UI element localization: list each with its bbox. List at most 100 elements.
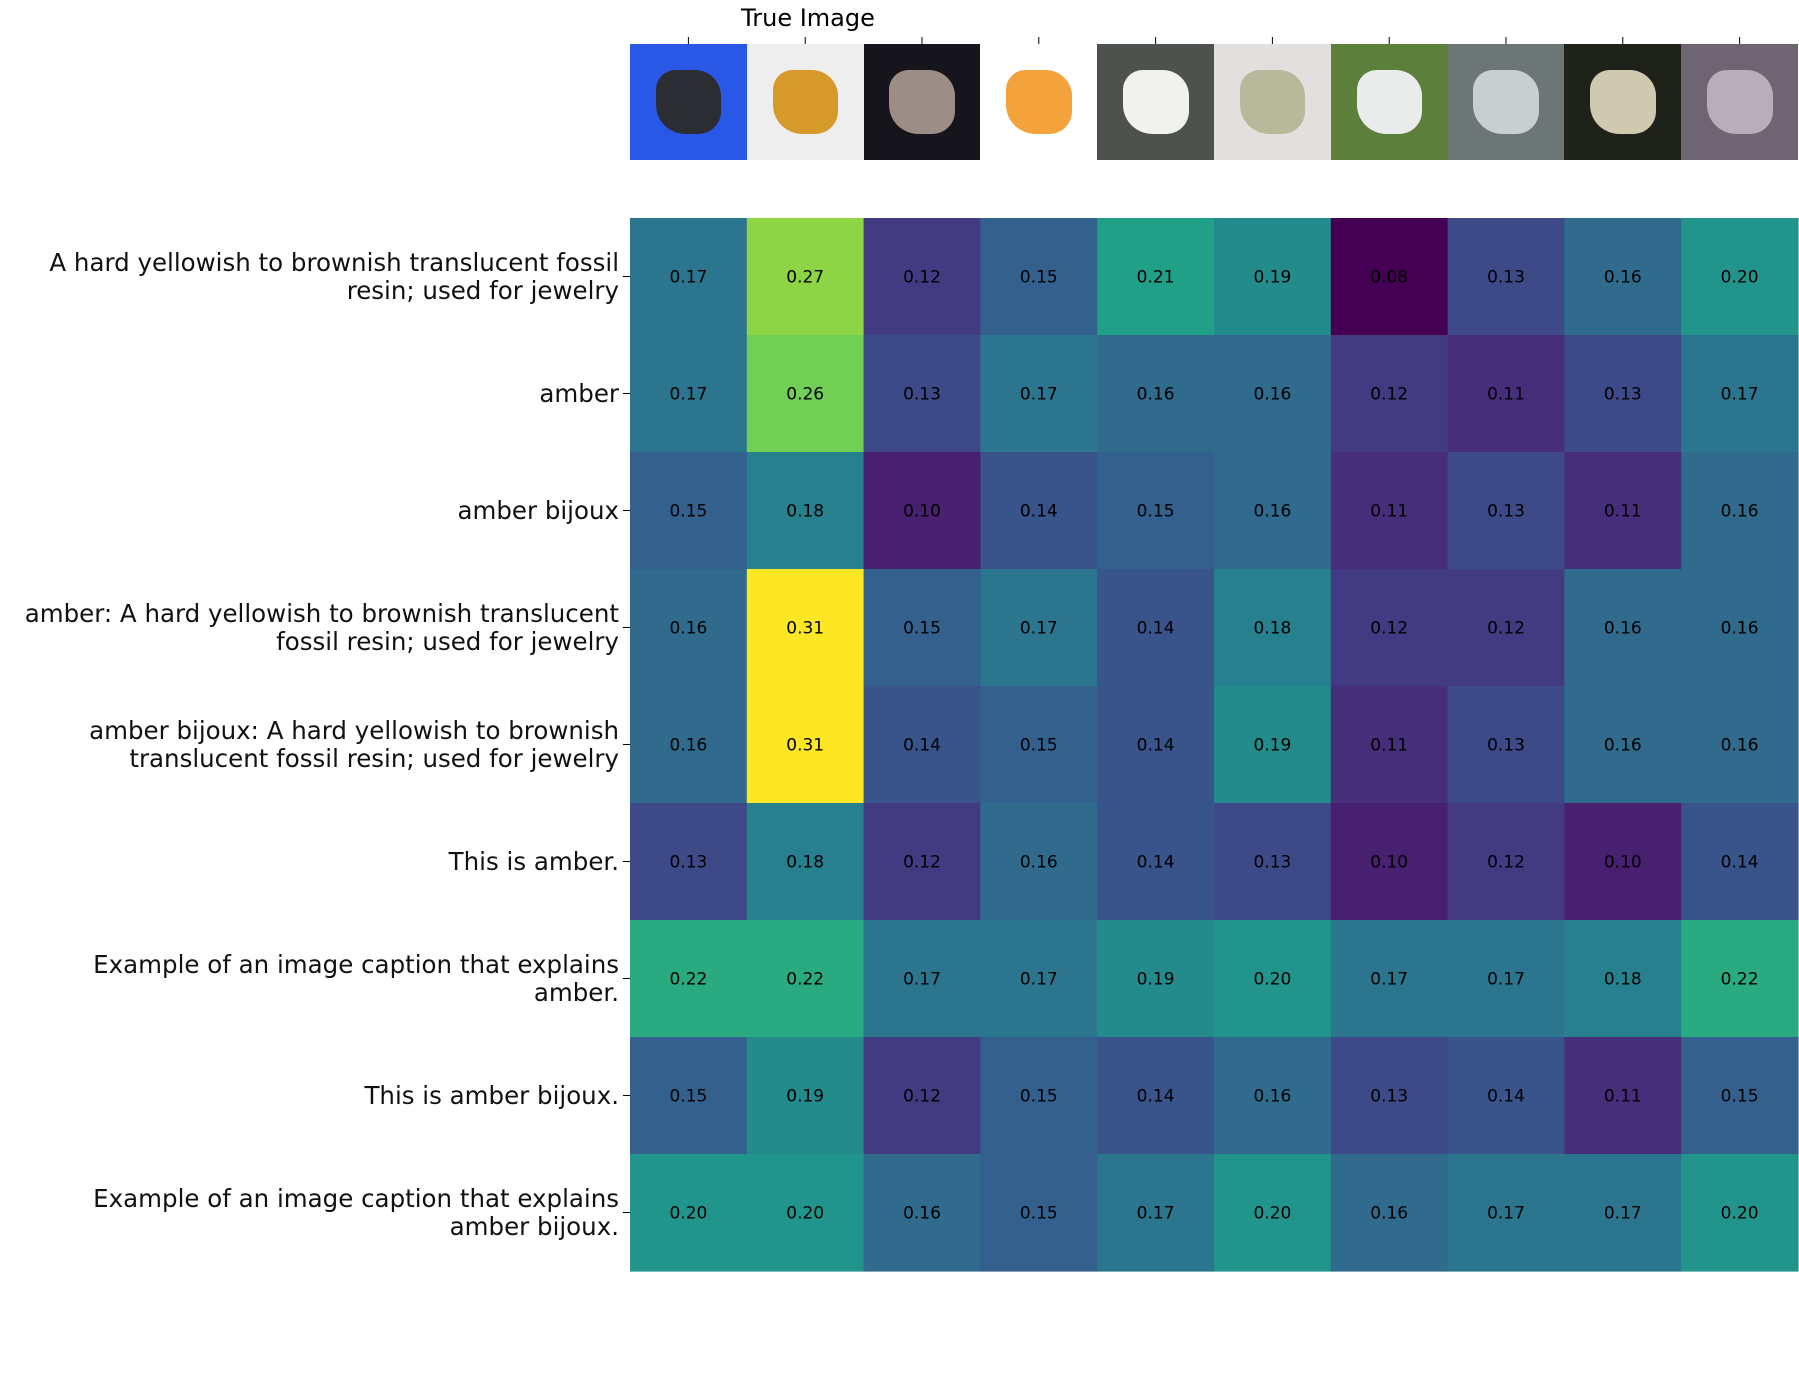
heatmap-cell — [630, 1037, 748, 1155]
row-label-line: This is amber. — [448, 846, 619, 876]
cell-value-label: 0.11 — [1604, 502, 1642, 522]
cell-value-label: 0.15 — [1020, 1087, 1058, 1107]
heatmap-cell — [863, 1037, 981, 1155]
carved-stone-tablet-icon — [1590, 69, 1656, 135]
heatmap-cell — [630, 803, 748, 921]
heatmap-cell — [1097, 1154, 1215, 1272]
heatmap-cell — [1564, 803, 1682, 921]
carved-stone-tablet-thumbnail — [1564, 44, 1682, 160]
cell-value-label: 0.16 — [669, 736, 707, 756]
cell-value-label: 0.15 — [669, 1087, 707, 1107]
heatmap-cell — [630, 1154, 748, 1272]
cell-value-label: 0.17 — [1020, 970, 1058, 990]
cell-value-label: 0.31 — [786, 619, 824, 639]
cell-value-label: 0.12 — [1370, 619, 1408, 639]
heatmap-cell — [746, 803, 865, 921]
heatmap-cell — [746, 686, 865, 804]
heatmap-cell — [1097, 218, 1215, 336]
heatmap-cell — [863, 452, 981, 570]
cell-value-label: 0.20 — [1721, 268, 1759, 288]
heatmap-cell — [1681, 920, 1799, 1038]
cell-value-label: 0.13 — [1604, 385, 1642, 405]
cell-value-label: 0.16 — [1137, 385, 1175, 405]
cell-value-label: 0.22 — [1721, 970, 1759, 990]
cell-value-label: 0.10 — [903, 502, 941, 522]
chart-title: True Image — [741, 4, 875, 32]
heatmap-cell — [630, 335, 748, 453]
heatmap-cell — [1330, 335, 1449, 453]
cell-value-label: 0.12 — [903, 853, 941, 873]
cell-value-label: 0.17 — [1370, 970, 1408, 990]
heatmap-cell — [980, 452, 1098, 570]
heatmap-cell — [1564, 335, 1682, 453]
heatmap-cell — [630, 218, 748, 336]
heatmap-cell — [1214, 1037, 1332, 1155]
heatmap-cell — [1564, 686, 1682, 804]
cell-value-label: 0.20 — [1253, 1204, 1291, 1224]
heatmap-cell — [630, 686, 748, 804]
cell-value-label: 0.17 — [1487, 970, 1525, 990]
cell-value-label: 0.20 — [669, 1204, 707, 1224]
grey-rocks-icon — [1706, 69, 1773, 135]
cell-value-label: 0.13 — [669, 853, 707, 873]
cell-value-label: 0.13 — [1253, 853, 1291, 873]
cell-value-label: 0.20 — [786, 1204, 824, 1224]
heatmap-cell — [980, 218, 1098, 336]
row-label: amber: A hard yellowish to brownish tran… — [9, 599, 619, 656]
heatmap-cell — [1330, 1037, 1449, 1155]
coal-lump-thumbnail — [630, 44, 748, 160]
cell-value-label: 0.14 — [1487, 1087, 1525, 1107]
hanging-fish-thumbnail — [863, 44, 981, 160]
cell-value-label: 0.14 — [1020, 502, 1058, 522]
heatmap-cell — [1214, 335, 1332, 453]
row-label-line: fossil resin; used for jewelry — [276, 626, 619, 656]
heatmap-cell — [1330, 452, 1449, 570]
heatmap-cell — [1564, 452, 1682, 570]
heatmap-cell — [1564, 920, 1682, 1038]
cell-value-label: 0.20 — [1721, 1204, 1759, 1224]
heatmap-cell — [746, 920, 865, 1038]
cell-value-label: 0.15 — [1721, 1087, 1759, 1107]
hanging-fish-icon — [889, 69, 956, 135]
coal-lump-icon — [655, 69, 722, 135]
row-label-line: Example of an image caption that explain… — [93, 1183, 619, 1213]
row-label: Example of an image caption that explain… — [9, 1183, 619, 1241]
heatmap-cell — [1330, 920, 1449, 1038]
diamond-plate-metal-thumbnail — [1447, 44, 1565, 160]
amber-stone-icon — [772, 69, 839, 135]
row-label-line: Example of an image caption that explain… — [93, 949, 619, 979]
heatmap-cell — [1330, 218, 1449, 336]
cell-value-label: 0.15 — [1020, 268, 1058, 288]
cell-value-label: 0.17 — [1487, 1204, 1525, 1224]
steam-geyser-park-icon — [1356, 69, 1423, 135]
cell-value-label: 0.11 — [1370, 736, 1408, 756]
row-label-line: amber bijoux. — [449, 1211, 619, 1241]
heatmap-cell — [980, 569, 1098, 687]
heatmap-cell — [980, 1154, 1098, 1272]
cell-value-label: 0.13 — [903, 385, 941, 405]
cell-value-label: 0.16 — [1253, 385, 1291, 405]
heatmap-cell — [980, 686, 1098, 804]
cell-value-label: 0.11 — [1370, 502, 1408, 522]
cell-value-label: 0.16 — [1604, 268, 1642, 288]
cell-value-label: 0.15 — [1020, 1204, 1058, 1224]
heatmap-cell — [1564, 1037, 1682, 1155]
heatmap-cell — [1681, 218, 1799, 336]
heatmap-cell — [1681, 335, 1799, 453]
row-label: amber — [9, 379, 619, 408]
heatmap-cell — [1097, 1037, 1215, 1155]
heatmap-cell — [1681, 686, 1799, 804]
row-label-line: A hard yellowish to brownish translucent… — [49, 247, 619, 277]
heatmap-cell — [1214, 569, 1332, 687]
heatmap-cell — [1214, 803, 1332, 921]
heatmap-cell — [1097, 335, 1215, 453]
heatmap-cell — [1214, 920, 1332, 1038]
white-powder-dish-icon — [1122, 69, 1189, 135]
cell-value-label: 0.11 — [1487, 385, 1525, 405]
cell-value-label: 0.13 — [1487, 268, 1525, 288]
heatmap-cell — [1214, 686, 1332, 804]
row-label: amber bijoux — [9, 496, 619, 525]
heatmap-cell — [1097, 452, 1215, 570]
cell-value-label: 0.19 — [786, 1087, 824, 1107]
